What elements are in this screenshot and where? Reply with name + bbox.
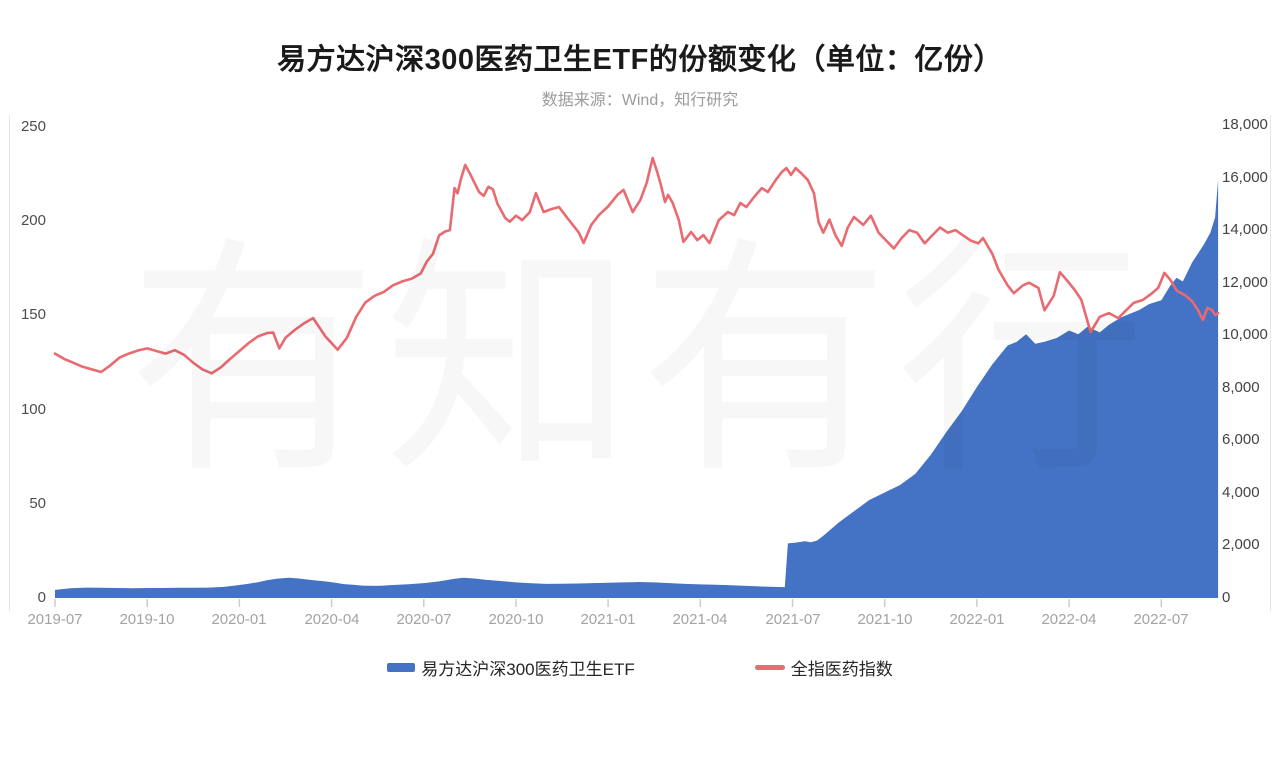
right-axis-tick-label: 6,000 [1222,431,1260,448]
x-axis-label: 2020-10 [488,611,544,628]
x-axis-label: 2021-07 [765,611,821,628]
etf-area-series [55,179,1219,599]
x-axis-label: 2022-07 [1133,611,1189,628]
right-axis-tick-label: 12,000 [1222,274,1268,291]
legend-item-index: 全指医药指数 [754,655,893,680]
x-axis-label: 2020-04 [304,611,360,628]
right-axis-tick-label: 18,000 [1222,116,1268,133]
data-source-subtitle: 数据来源：Wind，知行研究 [541,92,739,109]
left-axis-tick-label: 0 [37,589,46,606]
right-axis-tick-label: 10,000 [1222,326,1268,343]
right-axis-tick-label: 8,000 [1222,379,1260,396]
etf-area-swatch-icon [387,663,416,672]
right-axis-tick-label: 0 [1222,589,1231,606]
legend-item-etf: 易方达沪深300医药卫生ETF [387,655,635,680]
x-axis-label: 2022-04 [1041,611,1097,628]
x-axis-label: 2021-01 [580,611,636,628]
legend: 易方达沪深300医药卫生ETF 全指医药指数 [0,655,1280,680]
index-line-swatch-icon [754,665,785,670]
x-axis-label: 2019-10 [119,611,175,628]
x-axis-label: 2020-07 [396,611,452,628]
legend-label-etf: 易方达沪深300医药卫生ETF [421,660,635,679]
index-line-series [53,156,1220,375]
left-axis-tick-label: 250 [20,118,46,135]
x-axis-label: 2021-04 [672,611,728,628]
right-axis-tick-label: 4,000 [1222,484,1260,501]
legend-label-index: 全指医药指数 [790,660,893,679]
left-axis-tick-label: 50 [29,495,46,512]
left-axis-tick-label: 150 [20,306,46,323]
left-axis-tick-label: 100 [20,401,46,418]
x-axis-label: 2019-07 [27,611,83,628]
left-axis-tick-label: 200 [20,212,46,229]
x-axis-label: 2021-10 [857,611,913,628]
x-axis-label: 2020-01 [211,611,267,628]
right-axis-tick-label: 2,000 [1222,536,1260,553]
right-axis-tick-label: 16,000 [1222,169,1268,186]
page-title: 易方达沪深300医药卫生ETF的份额变化（单位：亿份） [277,44,1003,76]
x-axis-label: 2022-01 [949,611,1005,628]
right-axis-tick-label: 14,000 [1222,221,1268,238]
